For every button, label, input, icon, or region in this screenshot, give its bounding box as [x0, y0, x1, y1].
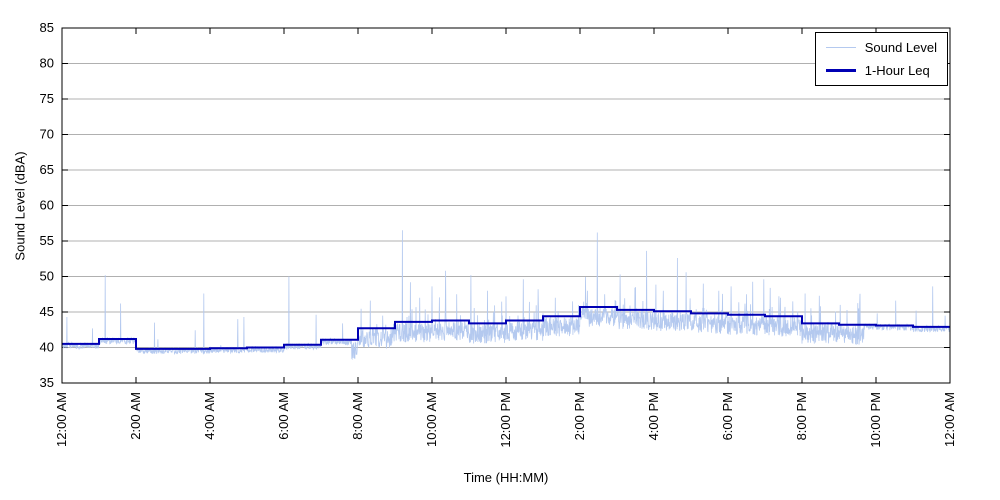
y-tick-label: 55 — [40, 233, 54, 248]
x-tick-label: 12:00 AM — [54, 392, 69, 447]
sound-level-line-swatch — [825, 47, 856, 48]
x-tick-label: 10:00 AM — [424, 392, 439, 447]
y-tick-label: 70 — [40, 127, 54, 142]
legend-item-sound-level: Sound Level — [825, 40, 937, 55]
x-tick-label: 2:00 AM — [128, 392, 143, 440]
y-tick-label: 75 — [40, 91, 54, 106]
x-tick-label: 6:00 PM — [720, 392, 735, 440]
legend-label-1-hour-leq: 1-Hour Leq — [864, 63, 930, 78]
x-tick-label: 10:00 PM — [868, 392, 883, 448]
x-tick-label: 12:00 PM — [498, 392, 513, 448]
y-tick-label: 35 — [40, 375, 54, 390]
x-axis-title: Time (HH:MM) — [463, 470, 549, 485]
legend-item-1-hour-leq: 1-Hour Leq — [825, 63, 937, 78]
y-tick-label: 85 — [40, 20, 54, 35]
x-tick-label: 6:00 AM — [276, 392, 291, 440]
y-tick-label: 40 — [40, 340, 54, 355]
y-tick-label: 65 — [40, 162, 54, 177]
legend-label-sound-level: Sound Level — [864, 40, 937, 55]
y-tick-label: 60 — [40, 198, 54, 213]
x-tick-label: 8:00 PM — [794, 392, 809, 440]
legend: Sound Level 1-Hour Leq — [814, 32, 948, 86]
x-tick-label: 2:00 PM — [572, 392, 587, 440]
axes-border — [61, 27, 951, 384]
one-hour-leq-line-swatch — [825, 69, 856, 72]
y-tick-label: 80 — [40, 56, 54, 71]
sound-level-series — [61, 230, 951, 361]
x-tick-label: 4:00 AM — [202, 392, 217, 440]
x-tick-label: 4:00 PM — [646, 392, 661, 440]
x-tick-label: 8:00 AM — [350, 392, 365, 440]
y-tick-label: 45 — [40, 304, 54, 319]
y-axis-title: Sound Level (dBA) — [12, 151, 28, 261]
x-tick-label: 12:00 AM — [942, 392, 957, 447]
one-hour-leq-series — [62, 306, 950, 350]
y-tick-label: 50 — [40, 269, 54, 284]
